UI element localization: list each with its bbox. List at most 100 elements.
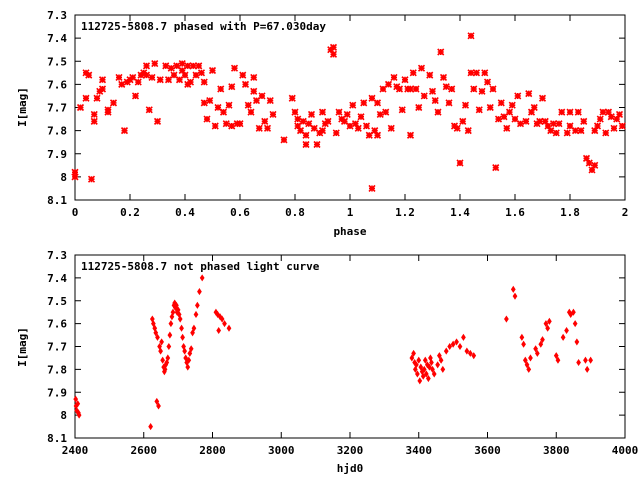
bottom-data-point <box>572 320 578 328</box>
top-data-point <box>318 108 327 116</box>
top-panel: 0 0.2 0.4 0.6 0.8 1 1.2 1.4 1.6 1.8 2 7.3 7.4 7.5 7.6 7… <box>16 9 628 238</box>
bottom-x-tick-label: 3800 <box>543 444 570 457</box>
bottom-data-point <box>416 356 422 364</box>
top-data-point <box>360 99 368 107</box>
bottom-data-point <box>168 320 174 328</box>
bottom-data-point <box>418 363 424 371</box>
top-data-point <box>305 120 313 128</box>
bottom-data-point <box>533 345 538 353</box>
top-data-point <box>291 108 299 116</box>
top-data-point <box>599 108 607 116</box>
bottom-data-point <box>76 411 82 419</box>
bottom-y-tick-label: 7.5 <box>47 295 67 308</box>
bottom-x-tick-label: 2600 <box>131 444 158 457</box>
top-data-point <box>409 69 417 77</box>
top-data-point <box>329 43 338 51</box>
top-data-point <box>148 73 156 82</box>
top-data-point <box>574 108 582 116</box>
bottom-data-point <box>185 363 191 371</box>
top-data-point <box>593 122 602 130</box>
top-data-point <box>571 127 580 135</box>
top-data-point <box>428 87 437 95</box>
top-data-point <box>387 124 395 132</box>
top-y-tick-label: 8.1 <box>47 194 67 207</box>
top-data-point <box>563 129 571 137</box>
bottom-data-point <box>423 370 429 378</box>
top-data-point <box>203 115 211 123</box>
top-data-point <box>456 159 464 167</box>
bottom-y-tick-label: 7.4 <box>47 272 67 285</box>
top-data-point <box>478 87 486 95</box>
bottom-data-point <box>169 313 175 321</box>
bottom-x-tick-label: 4000 <box>612 444 639 457</box>
top-data-point <box>335 108 343 116</box>
top-data-point <box>346 122 354 130</box>
bottom-data-point <box>148 423 153 431</box>
top-x-tick-label: 1.8 <box>560 206 580 219</box>
bottom-data-point <box>217 313 223 321</box>
bottom-x-tick-label: 3200 <box>337 444 364 457</box>
top-data-point <box>467 32 475 40</box>
top-data-point <box>442 83 450 91</box>
top-data-point <box>437 48 445 56</box>
top-data-point <box>376 110 384 119</box>
bottom-data-point <box>438 356 444 364</box>
top-x-tick-label: 1.2 <box>395 206 415 219</box>
top-data-point <box>192 71 200 79</box>
bottom-data-point <box>440 365 446 373</box>
top-data-point <box>604 108 613 116</box>
top-data-point <box>332 129 340 137</box>
bottom-data-point <box>588 356 593 364</box>
bottom-data-point <box>519 333 525 341</box>
bottom-data-point <box>555 356 561 364</box>
top-data-point <box>200 78 208 86</box>
top-data-point <box>406 85 415 93</box>
top-x-tick-label: 2 <box>622 206 629 219</box>
top-y-tick-label: 7.7 <box>47 102 67 115</box>
top-data-point <box>76 103 85 112</box>
top-data-point <box>164 76 173 84</box>
top-data-point <box>610 124 618 132</box>
bottom-chart-title: 112725-5808.7 not phased light curve <box>81 260 320 273</box>
bottom-data-point <box>222 320 227 328</box>
top-data-point <box>294 115 302 123</box>
top-data-point <box>241 80 250 88</box>
bottom-data-point <box>159 338 164 346</box>
top-data-point <box>522 117 530 125</box>
top-data-point <box>558 108 566 116</box>
top-data-point <box>120 127 129 135</box>
bottom-data-point <box>160 356 166 364</box>
bottom-data-point <box>179 324 184 332</box>
top-data-point <box>379 85 387 93</box>
top-x-tick-label: 0.8 <box>285 206 305 219</box>
top-data-point <box>296 127 305 135</box>
top-data-point <box>489 85 497 93</box>
top-x-tick-label: 0.6 <box>230 206 250 219</box>
bottom-data-point <box>540 336 545 344</box>
top-data-point <box>142 62 151 70</box>
bottom-data-point <box>526 365 532 373</box>
bottom-data-point <box>413 361 419 369</box>
top-data-point <box>373 99 382 107</box>
top-data-point <box>90 117 98 125</box>
top-data-point <box>607 113 615 121</box>
top-data-point <box>156 76 164 84</box>
top-data-point <box>577 127 585 135</box>
bottom-data-point <box>174 301 179 309</box>
top-data-point <box>481 69 489 77</box>
top-x-tick-label: 1 <box>347 206 354 219</box>
top-x-tick-label: 0.2 <box>120 206 140 219</box>
top-data-point <box>288 94 296 102</box>
top-x-axis-label: phase <box>333 225 366 238</box>
top-data-point <box>87 175 96 183</box>
bottom-y-tick-label: 8 <box>60 409 67 422</box>
bottom-data-point <box>187 349 193 357</box>
top-data-point <box>351 120 360 128</box>
bottom-data-point <box>510 285 516 293</box>
bottom-data-point <box>412 365 418 373</box>
top-data-point <box>131 92 140 100</box>
bottom-x-axis-label: hjd0 <box>337 462 364 475</box>
top-data-point <box>544 122 552 130</box>
bottom-data-point <box>430 365 435 373</box>
